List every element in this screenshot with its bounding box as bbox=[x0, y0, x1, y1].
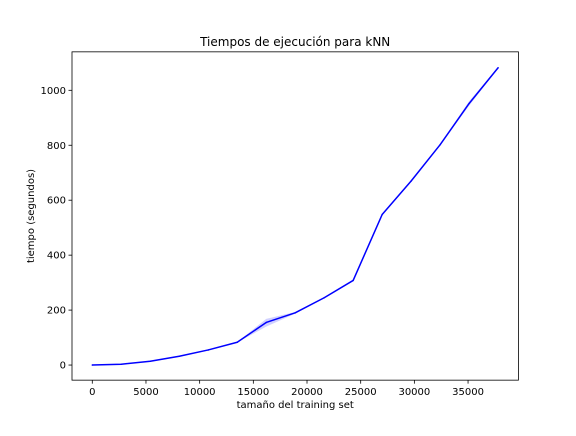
data-point bbox=[352, 279, 354, 282]
series-0-line bbox=[92, 67, 499, 366]
x-tick-label: 20000 bbox=[291, 387, 323, 398]
data-point bbox=[497, 67, 499, 69]
data-point bbox=[468, 102, 470, 105]
x-tick-label: 15000 bbox=[237, 387, 269, 398]
data-point bbox=[439, 143, 441, 146]
x-tick-label: 10000 bbox=[184, 387, 216, 398]
plot-area-frame bbox=[71, 51, 519, 381]
y-tick-label: 200 bbox=[47, 306, 66, 317]
data-point bbox=[294, 312, 296, 314]
series-line-layer bbox=[91, 67, 499, 366]
x-tick-label: 25000 bbox=[345, 387, 377, 398]
data-point bbox=[120, 363, 123, 365]
y-tick-label: 1000 bbox=[41, 86, 66, 97]
y-tick-label: 400 bbox=[47, 251, 66, 262]
data-point bbox=[265, 321, 267, 324]
confidence-band-layer bbox=[92, 67, 499, 366]
y-axis-label: tiempo (segundos) bbox=[26, 169, 37, 263]
x-axis-ticks: 0 5000 10000 15000 20000 25000 30000 35000 bbox=[89, 380, 484, 398]
series-0-confidence-band bbox=[92, 67, 499, 366]
data-point bbox=[381, 213, 383, 216]
data-point bbox=[236, 341, 238, 343]
data-point bbox=[178, 355, 180, 358]
x-tick-label: 5000 bbox=[133, 387, 158, 398]
data-point bbox=[207, 349, 209, 351]
y-axis-ticks: 0 200 400 600 800 1000 bbox=[41, 86, 72, 372]
x-tick-label: 30000 bbox=[398, 387, 430, 398]
y-tick-label: 600 bbox=[47, 196, 66, 207]
data-point bbox=[323, 296, 325, 299]
data-point bbox=[149, 360, 152, 362]
data-point bbox=[410, 180, 412, 182]
x-axis-label: tamaño del training set bbox=[237, 400, 354, 411]
x-tick-label: 0 bbox=[89, 387, 95, 398]
x-tick-label: 35000 bbox=[452, 387, 484, 398]
y-tick-label: 800 bbox=[47, 141, 66, 152]
chart-title: Tiempos de ejecución para kNN bbox=[199, 35, 390, 49]
data-point bbox=[91, 364, 94, 366]
y-tick-label: 0 bbox=[60, 361, 66, 372]
